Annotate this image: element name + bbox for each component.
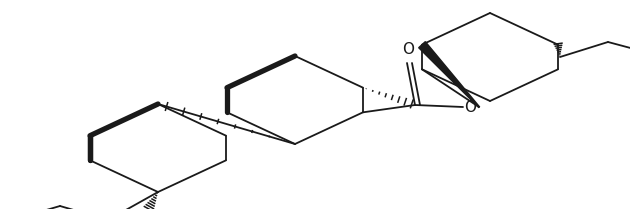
Text: O: O bbox=[402, 42, 414, 56]
Text: O: O bbox=[464, 99, 476, 115]
Polygon shape bbox=[419, 42, 479, 107]
